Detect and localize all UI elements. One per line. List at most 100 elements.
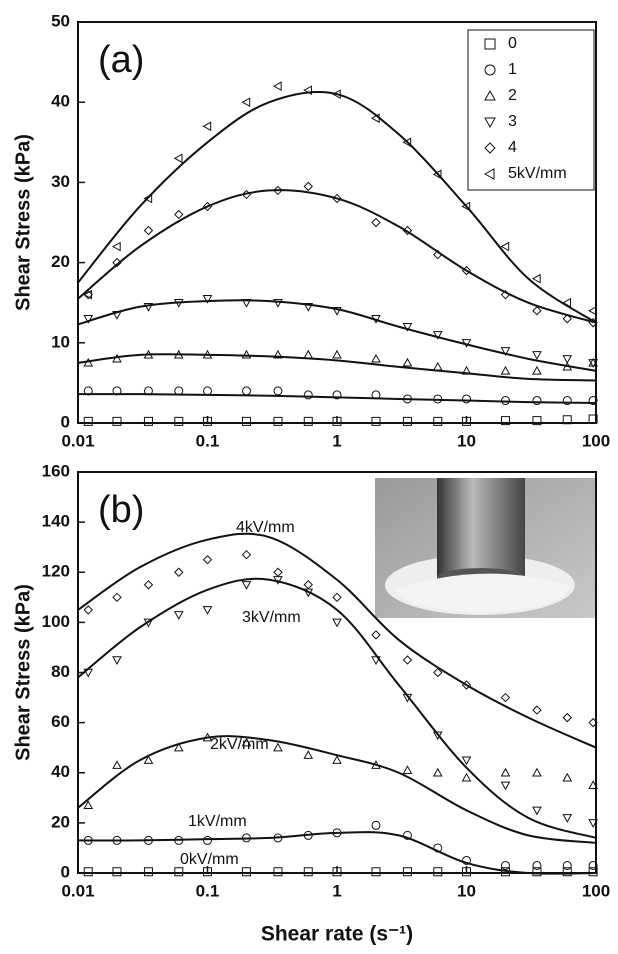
data-point: [500, 416, 510, 426]
data-point: [433, 867, 443, 877]
y-tick-label: 10: [51, 332, 70, 351]
data-point: [241, 349, 252, 359]
data-point: [241, 97, 251, 108]
data-point: [272, 81, 282, 92]
data-point: [532, 767, 542, 777]
data-point: [402, 765, 413, 774]
data-point: [303, 181, 313, 192]
y-tick-label: 20: [51, 252, 70, 271]
data-point: [588, 414, 598, 424]
data-point: [112, 656, 122, 665]
data-point: [588, 359, 598, 368]
data-point: [303, 416, 313, 426]
data-point: [143, 416, 153, 426]
data-point: [500, 692, 511, 703]
data-point: [371, 630, 381, 640]
fit-line: [77, 189, 597, 324]
data-point: [532, 396, 542, 406]
data-point: [433, 667, 443, 678]
y-axis-title: Shear Stress (kPa): [12, 134, 34, 311]
plot-frame: [77, 21, 597, 424]
data-point: [402, 830, 412, 840]
data-point: [173, 611, 184, 620]
data-point: [173, 742, 184, 752]
data-point: [531, 273, 541, 284]
data-point: [562, 355, 573, 364]
data-point: [588, 717, 598, 728]
data-point: [241, 386, 251, 396]
data-point: [303, 390, 313, 400]
data-point: [562, 396, 572, 406]
data-point: [332, 349, 342, 359]
y-axis-title: Shear Stress (kPa): [12, 584, 34, 761]
data-point: [273, 416, 283, 426]
y-tick-label: 100: [42, 612, 70, 631]
data-point: [461, 201, 471, 212]
data-point: [500, 781, 511, 791]
legend-marker: [484, 89, 496, 101]
data-point: [500, 241, 510, 252]
legend-marker: [483, 168, 495, 180]
y-tick-label: 80: [51, 662, 70, 681]
data-point: [203, 386, 212, 396]
legend-label: 1: [508, 61, 517, 78]
data-point: [532, 416, 542, 426]
data-point: [174, 209, 184, 220]
data-point: [432, 361, 443, 371]
x-tick-label: 0.01: [61, 881, 94, 900]
data-point: [562, 415, 572, 425]
data-point: [112, 760, 122, 769]
data-point: [500, 860, 510, 870]
fit-line: [77, 532, 597, 749]
data-point: [402, 357, 413, 367]
fit-line: [77, 353, 597, 382]
data-point: [562, 814, 573, 823]
data-point: [112, 867, 122, 877]
data-point: [143, 580, 154, 590]
data-point: [83, 416, 93, 426]
data-point: [83, 315, 94, 324]
data-point: [532, 306, 542, 316]
data-point: [332, 390, 342, 400]
data-point: [588, 396, 598, 406]
data-point: [174, 416, 184, 426]
data-point: [462, 394, 471, 404]
data-point: [461, 772, 472, 782]
data-point: [303, 303, 314, 312]
data-point: [83, 605, 93, 615]
data-point: [112, 416, 122, 426]
data-point: [402, 867, 412, 877]
data-point: [303, 867, 313, 877]
data-point: [532, 351, 542, 360]
legend-label: 0: [508, 35, 517, 52]
data-point: [588, 860, 598, 870]
x-tick-label: 10: [457, 881, 476, 900]
data-point: [532, 806, 542, 816]
data-point: [332, 592, 342, 603]
data-point: [241, 581, 252, 590]
y-tick-label: 0: [61, 862, 70, 881]
data-point: [332, 618, 342, 628]
x-axis-title: Shear rate (s⁻¹): [261, 923, 413, 946]
data-point: [241, 737, 252, 747]
data-point: [588, 780, 598, 789]
legend-marker: [484, 64, 496, 76]
data-point: [461, 756, 472, 766]
data-point: [432, 331, 443, 340]
x-tick-label: 100: [582, 881, 610, 900]
data-point: [532, 860, 542, 870]
data-point: [241, 549, 252, 560]
y-tick-label: 30: [51, 172, 70, 191]
legend-marker: [484, 117, 496, 129]
y-tick-label: 120: [42, 562, 70, 581]
legend-label: 2: [508, 87, 517, 104]
data-point: [111, 241, 121, 252]
data-point: [143, 225, 154, 236]
data-point: [273, 567, 283, 577]
fit-line: [77, 577, 597, 839]
series-label: 0kV/mm: [180, 851, 239, 868]
data-point: [241, 867, 251, 877]
data-point: [588, 305, 597, 316]
data-point: [432, 767, 443, 777]
